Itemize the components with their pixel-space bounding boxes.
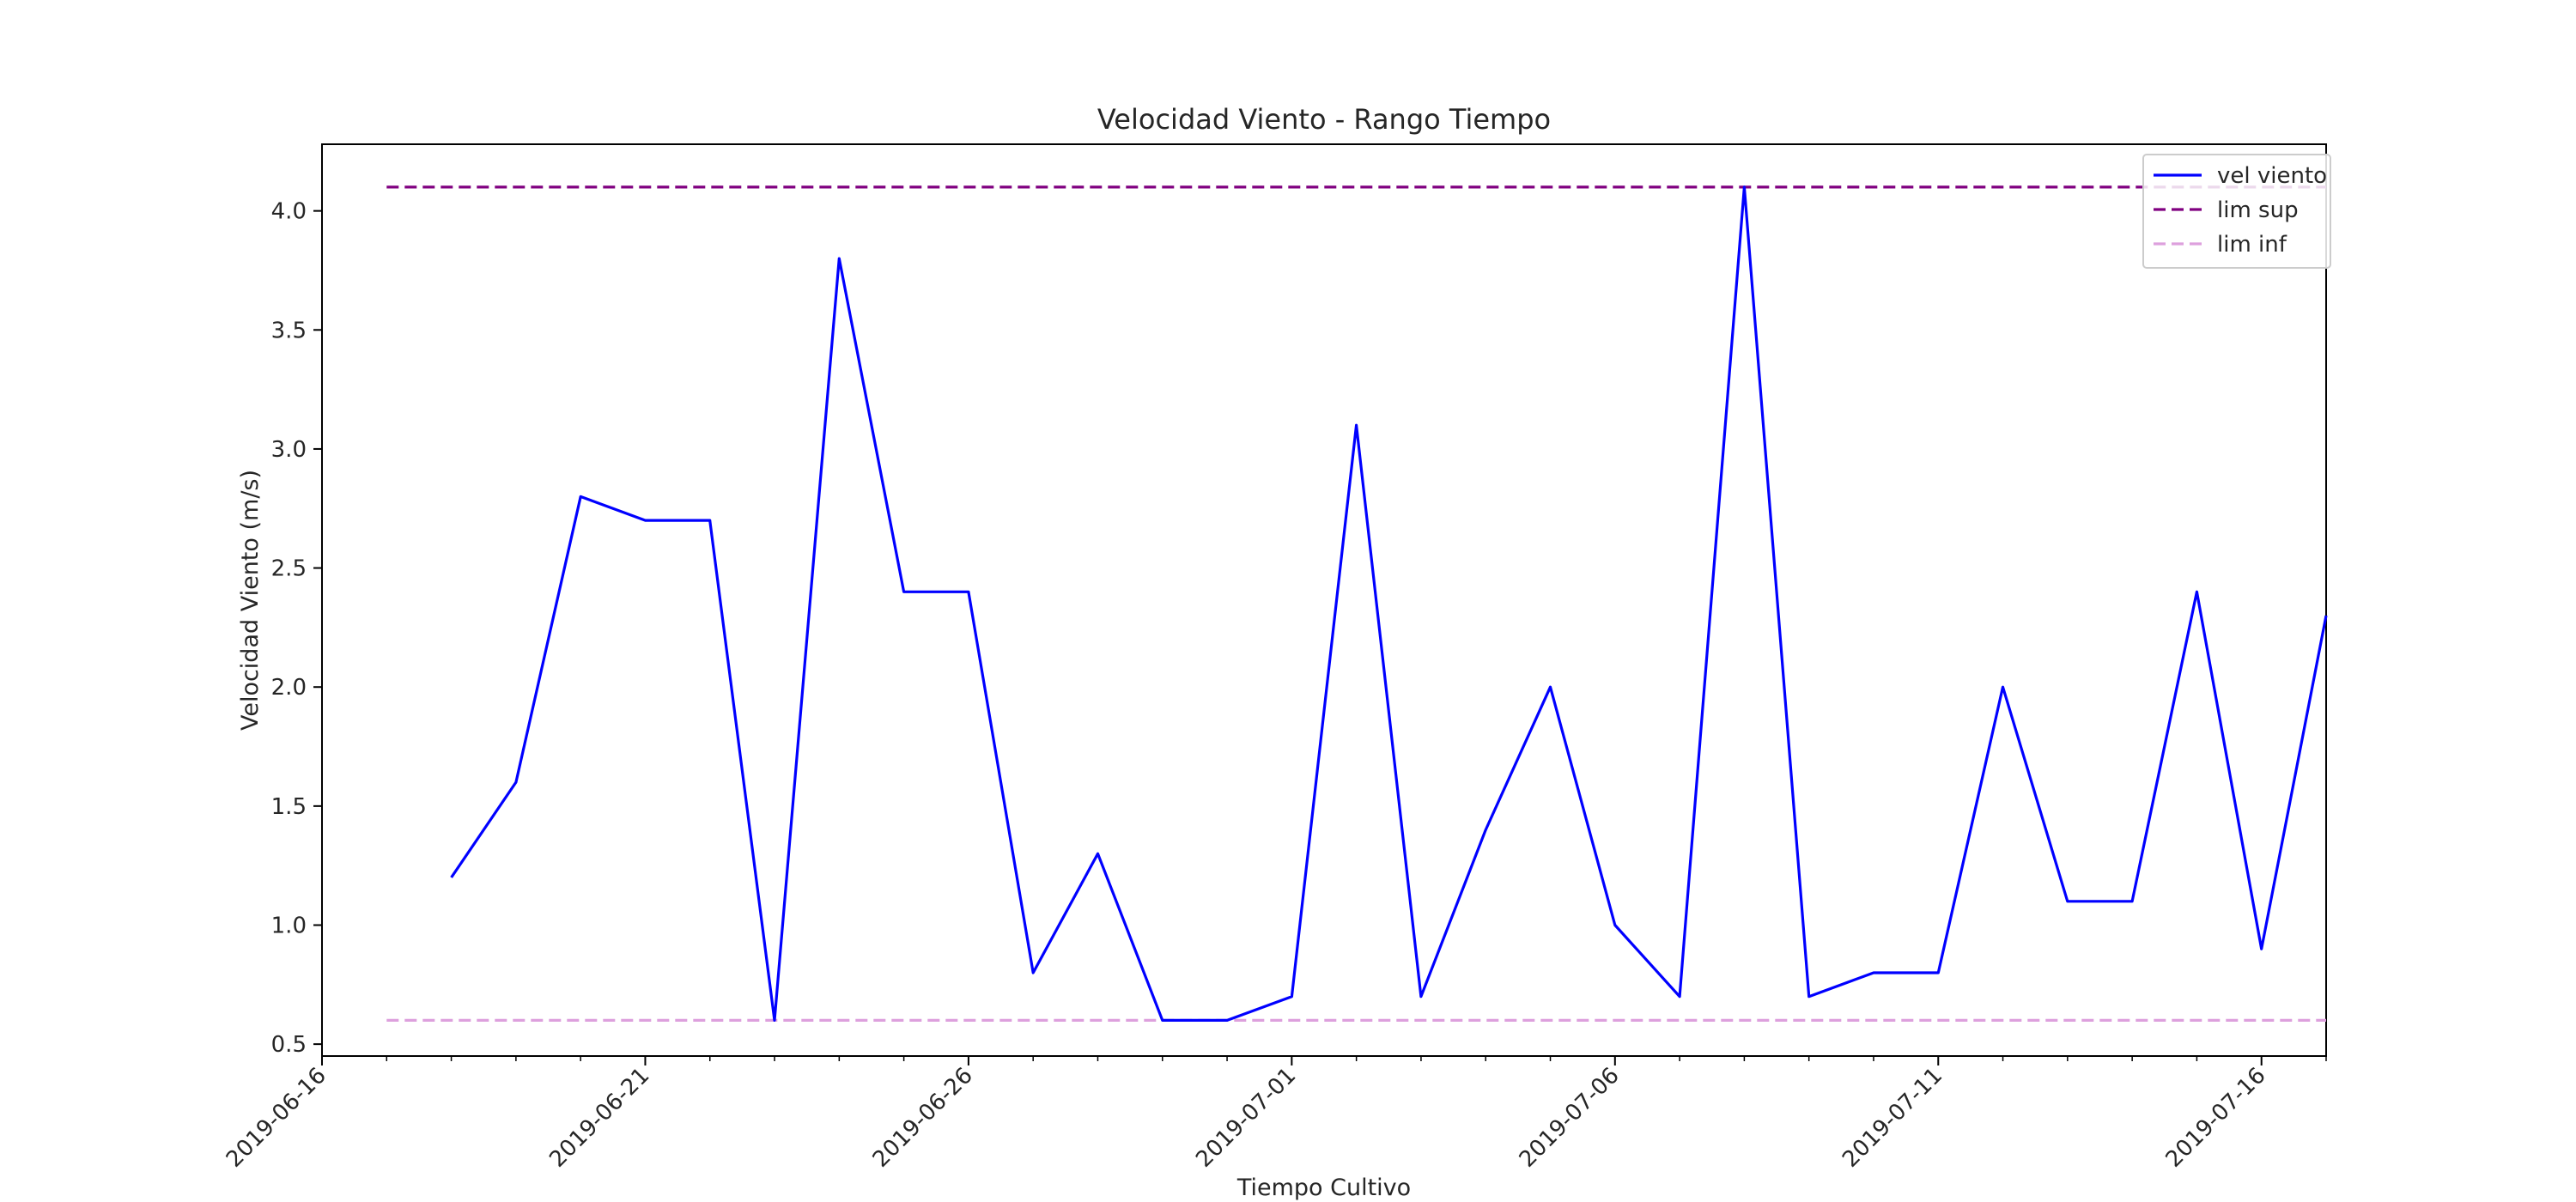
series-line-vel-viento xyxy=(450,185,2328,1023)
y-tick-label: 3.0 xyxy=(271,437,307,463)
legend: vel viento lim sup lim inf xyxy=(2142,154,2331,269)
y-tick-label: 2.5 xyxy=(271,556,307,582)
x-tick-label: 2019-06-26 xyxy=(868,1063,978,1173)
x-tick-label: 2019-07-06 xyxy=(1515,1063,1625,1173)
y-tick-label: 0.5 xyxy=(271,1032,307,1058)
series-layer xyxy=(386,185,2328,1023)
plot-frame xyxy=(321,143,2327,1057)
legend-label: vel viento xyxy=(2217,163,2327,189)
x-axis-label: Tiempo Cultivo xyxy=(1236,1175,1411,1201)
legend-box xyxy=(2142,154,2331,269)
y-axis-label: Velocidad Viento (m/s) xyxy=(237,470,264,731)
x-tick-label: 2019-07-16 xyxy=(2161,1063,2271,1173)
x-tick-label: 2019-07-01 xyxy=(1191,1063,1301,1173)
y-tick-label: 3.5 xyxy=(271,318,307,343)
x-tick-label: 2019-07-11 xyxy=(1838,1063,1947,1173)
x-tick-label: 2019-06-21 xyxy=(544,1063,654,1173)
x-axis: 2019-06-16 2019-06-21 2019-06-26 2019-07-01… xyxy=(222,1056,2327,1173)
y-tick-label: 4.0 xyxy=(271,199,307,225)
chart-title: Velocidad Viento - Rango Tiempo xyxy=(1097,103,1551,136)
legend-label: lim inf xyxy=(2217,232,2287,258)
y-axis: 0.5 1.0 1.5 2.0 2.5 3.0 3.5 4.0 xyxy=(271,199,322,1058)
x-tick-label: 2019-06-16 xyxy=(222,1063,331,1173)
y-tick-label: 2.0 xyxy=(271,675,307,701)
legend-label: lim sup xyxy=(2217,197,2299,223)
y-tick-label: 1.5 xyxy=(271,794,307,820)
y-tick-label: 1.0 xyxy=(271,913,307,938)
